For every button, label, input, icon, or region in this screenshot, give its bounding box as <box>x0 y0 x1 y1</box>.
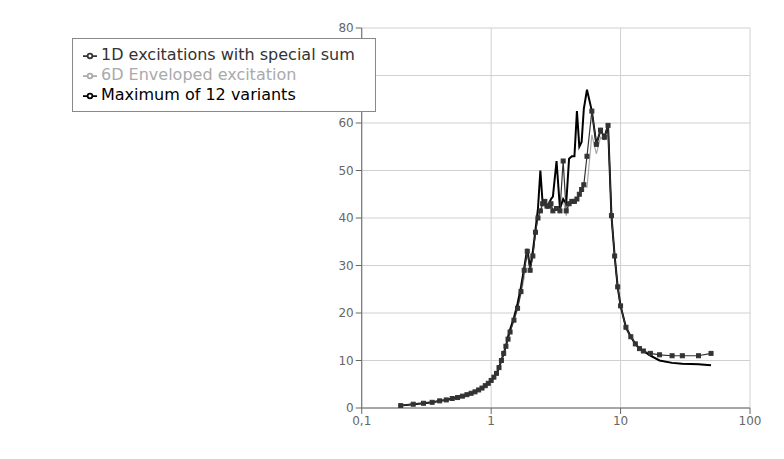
svg-text:1: 1 <box>487 414 495 428</box>
svg-text:100: 100 <box>739 414 762 428</box>
svg-text:70: 70 <box>338 69 353 83</box>
html-text:6D Enveloped excitation: 6D Enveloped excitation <box>101 65 297 84</box>
svg-text:20: 20 <box>338 306 353 320</box>
svg-text:0: 0 <box>346 401 354 415</box>
svg-text:40: 40 <box>338 211 353 225</box>
html-text:Maximum of 12 variants: Maximum of 12 variants <box>101 85 296 104</box>
svg-text:10: 10 <box>613 414 628 428</box>
svg-text:30: 30 <box>338 259 353 273</box>
svg-text:0,1: 0,1 <box>352 414 371 428</box>
svg-text:10: 10 <box>338 354 353 368</box>
html-text:1D excitations with special su: 1D excitations with special sum <box>101 45 355 64</box>
svg-text:60: 60 <box>338 116 353 130</box>
svg-text:50: 50 <box>338 164 353 178</box>
svg-text:80: 80 <box>338 21 353 35</box>
